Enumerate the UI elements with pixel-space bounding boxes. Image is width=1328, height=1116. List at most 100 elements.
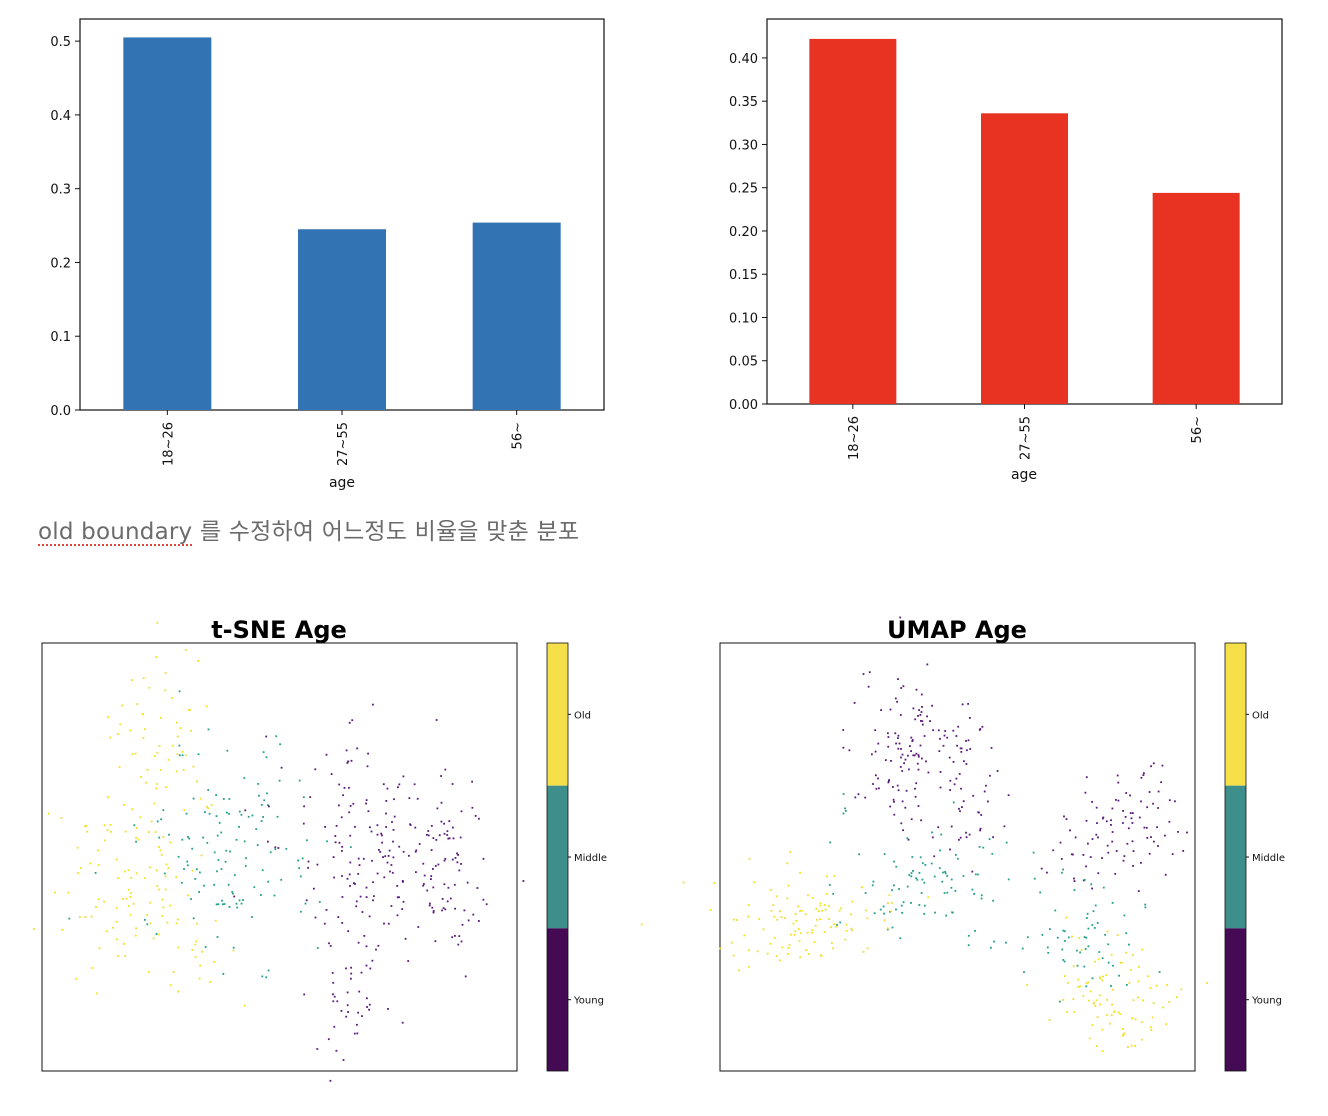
scatter-point — [954, 854, 957, 856]
colorbar-label: Young — [573, 996, 604, 1007]
scatter-point — [969, 748, 972, 750]
scatter-point — [780, 916, 783, 918]
scatter-point — [356, 747, 359, 750]
scatter-point — [265, 735, 268, 738]
scatter-point — [167, 867, 170, 869]
scatter-point — [196, 780, 198, 783]
scatter-point — [1091, 838, 1094, 840]
scatter-point — [366, 997, 368, 1000]
scatter-point — [440, 801, 443, 804]
scatter-point — [279, 743, 281, 746]
scatter-point — [106, 829, 109, 831]
scatter-point — [977, 873, 979, 876]
scatter-point — [115, 921, 118, 923]
scatter-point — [896, 700, 898, 703]
scatter-point — [391, 871, 394, 874]
scatter-point — [1125, 792, 1128, 794]
scatter-point — [385, 826, 387, 828]
scatter-point — [945, 914, 947, 917]
scatter-point — [1095, 999, 1098, 1002]
scatter-point — [153, 802, 156, 805]
scatter-point — [887, 736, 890, 738]
scatter-point — [127, 905, 130, 907]
scatter-point — [1131, 1017, 1133, 1020]
scatter-point — [823, 904, 826, 906]
scatter-point — [1069, 829, 1071, 832]
scatter-point — [819, 904, 822, 907]
scatter-point — [472, 913, 475, 916]
bar-chart-red: age 0.00 0.05 0.10 0.15 0.20 0.25 0.30 0.35 0.40… — [729, 18, 1283, 483]
scatter-point — [131, 679, 133, 681]
scatter-point — [256, 844, 259, 846]
scatter-point — [877, 777, 879, 780]
scatter-point — [372, 881, 374, 884]
scatter-point — [176, 918, 179, 921]
scatter-point — [222, 903, 224, 906]
scatter-point — [918, 872, 921, 874]
scatter-point — [408, 797, 411, 799]
scatter-point — [358, 864, 361, 866]
scatter-point — [328, 942, 330, 945]
scatter-point — [186, 864, 189, 867]
scatter-point — [368, 1008, 370, 1011]
scatter-point — [1096, 922, 1099, 924]
scatter-point — [184, 754, 187, 757]
scatter-point — [842, 729, 845, 731]
scatter-point — [202, 836, 204, 839]
scatter-point — [123, 943, 125, 945]
scatter-point — [1079, 951, 1081, 954]
scatter-point — [217, 903, 220, 906]
scatter-point — [115, 858, 118, 861]
scatter-point — [197, 753, 200, 756]
scatter-point — [1116, 774, 1119, 777]
scatter-point — [1065, 916, 1068, 919]
scatter-point — [461, 923, 464, 926]
scatter-point — [115, 938, 118, 941]
scatter-point — [898, 888, 900, 890]
scatter-point — [946, 891, 949, 894]
scatter-point — [161, 915, 164, 917]
scatter-point — [316, 863, 319, 866]
scatter-point — [1073, 880, 1076, 882]
scatter-point — [398, 896, 400, 899]
scatter-point — [393, 798, 395, 801]
scatter-point — [917, 768, 920, 771]
scatter-point — [938, 867, 941, 870]
scatter-point — [155, 787, 158, 790]
scatter-point — [1138, 965, 1140, 968]
scatter-point — [183, 868, 185, 870]
scatter-point — [835, 925, 838, 928]
scatter-point — [142, 713, 144, 716]
scatter-point — [207, 789, 210, 791]
scatter-point — [137, 838, 140, 841]
scatter-point — [199, 797, 202, 800]
scatter-point — [262, 751, 265, 753]
scatter-point — [1063, 930, 1066, 933]
scatter-point — [1105, 974, 1108, 977]
scatter-point — [176, 735, 179, 738]
scatter-point — [911, 856, 914, 858]
scatter-point — [404, 937, 407, 940]
scatter-point — [894, 732, 897, 735]
scatter-point — [280, 878, 283, 881]
scatter-point — [1084, 948, 1087, 950]
scatter-point — [187, 894, 189, 897]
scatter-point — [417, 926, 420, 928]
scatter-point — [897, 747, 900, 750]
scatter-point — [814, 924, 817, 927]
scatter-point — [298, 779, 301, 782]
scatter-point — [89, 862, 92, 865]
scatter-point — [923, 735, 926, 737]
scatter-point — [882, 905, 885, 908]
scatter-point — [900, 687, 903, 689]
scatter-point — [920, 693, 923, 696]
scatter-point — [341, 875, 343, 877]
scatter-point — [149, 901, 151, 904]
scatter-point — [958, 838, 960, 841]
scatter-point — [967, 944, 970, 947]
scatter-point — [156, 820, 159, 823]
scatter-point — [117, 733, 119, 735]
scatter-point — [1076, 964, 1079, 967]
scatter-point — [340, 1010, 343, 1012]
scatter-point — [900, 756, 902, 759]
